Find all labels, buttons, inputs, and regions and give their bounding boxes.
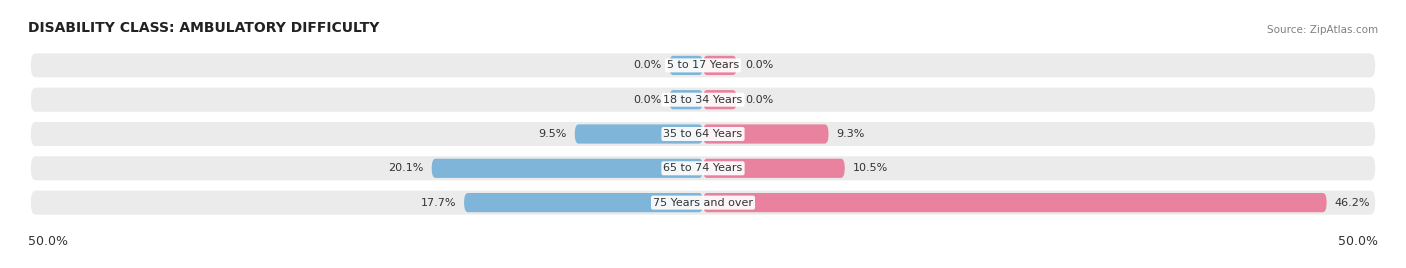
Text: 75 Years and over: 75 Years and over bbox=[652, 198, 754, 208]
Text: Source: ZipAtlas.com: Source: ZipAtlas.com bbox=[1267, 24, 1378, 35]
Text: 0.0%: 0.0% bbox=[633, 60, 661, 70]
FancyBboxPatch shape bbox=[703, 159, 845, 178]
FancyBboxPatch shape bbox=[31, 122, 1375, 146]
Text: 9.3%: 9.3% bbox=[837, 129, 865, 139]
FancyBboxPatch shape bbox=[703, 56, 737, 75]
FancyBboxPatch shape bbox=[669, 56, 703, 75]
FancyBboxPatch shape bbox=[703, 124, 828, 144]
Text: 50.0%: 50.0% bbox=[1339, 235, 1378, 248]
Text: 17.7%: 17.7% bbox=[420, 198, 456, 208]
Text: 20.1%: 20.1% bbox=[388, 163, 423, 173]
FancyBboxPatch shape bbox=[31, 53, 1375, 77]
Text: 46.2%: 46.2% bbox=[1334, 198, 1371, 208]
Text: 0.0%: 0.0% bbox=[633, 95, 661, 105]
FancyBboxPatch shape bbox=[31, 156, 1375, 180]
FancyBboxPatch shape bbox=[31, 88, 1375, 112]
Text: 9.5%: 9.5% bbox=[538, 129, 567, 139]
FancyBboxPatch shape bbox=[464, 193, 703, 212]
Text: 50.0%: 50.0% bbox=[28, 235, 67, 248]
Text: DISABILITY CLASS: AMBULATORY DIFFICULTY: DISABILITY CLASS: AMBULATORY DIFFICULTY bbox=[28, 21, 380, 35]
Text: 10.5%: 10.5% bbox=[853, 163, 889, 173]
FancyBboxPatch shape bbox=[432, 159, 703, 178]
Text: 18 to 34 Years: 18 to 34 Years bbox=[664, 95, 742, 105]
Text: 5 to 17 Years: 5 to 17 Years bbox=[666, 60, 740, 70]
FancyBboxPatch shape bbox=[575, 124, 703, 144]
Text: 0.0%: 0.0% bbox=[745, 95, 773, 105]
FancyBboxPatch shape bbox=[703, 193, 1327, 212]
Text: 65 to 74 Years: 65 to 74 Years bbox=[664, 163, 742, 173]
FancyBboxPatch shape bbox=[669, 90, 703, 109]
Text: 0.0%: 0.0% bbox=[745, 60, 773, 70]
Text: 35 to 64 Years: 35 to 64 Years bbox=[664, 129, 742, 139]
FancyBboxPatch shape bbox=[703, 90, 737, 109]
FancyBboxPatch shape bbox=[31, 191, 1375, 215]
